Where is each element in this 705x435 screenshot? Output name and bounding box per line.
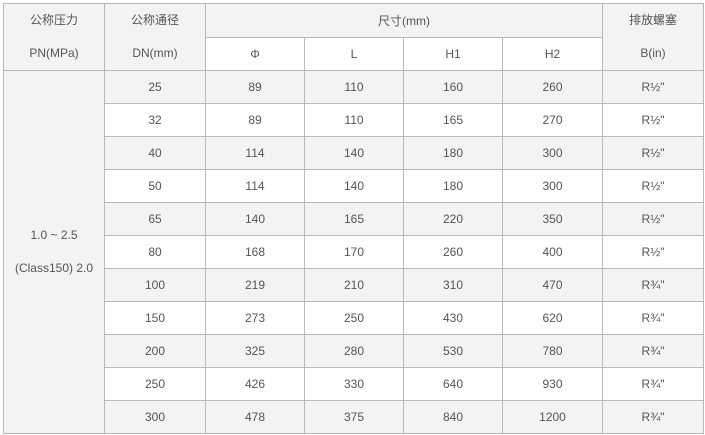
table-row: 300 478 375 840 1200 R¾": [3, 400, 704, 434]
cell-h2: 300: [502, 169, 603, 203]
table-row: 65 140 165 220 350 R½": [3, 202, 704, 236]
cell-l: 110: [304, 70, 404, 104]
cell-l: 330: [304, 367, 404, 401]
cell-l: 375: [304, 400, 404, 434]
cell-h1: 640: [403, 367, 503, 401]
cell-h2: 620: [502, 301, 603, 335]
cell-phi: 273: [205, 301, 305, 335]
cell-phi: 89: [205, 70, 305, 104]
cell-phi: 219: [205, 268, 305, 302]
pressure-class: (Class150) 2.0: [14, 261, 94, 275]
cell-h2: 270: [502, 103, 603, 137]
header-size: 尺寸(mm): [205, 3, 603, 38]
cell-b: R¾": [602, 334, 704, 368]
cell-b: R½": [602, 103, 704, 137]
cell-phi: 478: [205, 400, 305, 434]
cell-dn: 80: [104, 235, 206, 269]
cell-h2: 930: [502, 367, 603, 401]
table-row: 80 168 170 260 400 R½": [3, 235, 704, 269]
cell-h2: 260: [502, 70, 603, 104]
pressure-range: 1.0 ~ 2.5: [30, 228, 78, 242]
cell-l: 110: [304, 103, 404, 137]
header-pressure-cn: 公称压力: [29, 13, 78, 27]
spec-table: 公称压力 PN(MPa) 公称通径 DN(mm) 尺寸(mm) 排放螺塞 B(i…: [3, 3, 704, 434]
cell-dn: 40: [104, 136, 206, 170]
cell-dn: 250: [104, 367, 206, 401]
cell-dn: 50: [104, 169, 206, 203]
cell-h2: 400: [502, 235, 603, 269]
cell-phi: 89: [205, 103, 305, 137]
cell-phi: 114: [205, 136, 305, 170]
table-row: 40 114 140 180 300 R½": [3, 136, 704, 170]
cell-h2: 780: [502, 334, 603, 368]
cell-b: R½": [602, 70, 704, 104]
cell-h1: 530: [403, 334, 503, 368]
table-row: 1.0 ~ 2.5 (Class150) 2.0 25 89 110 160 260 R½": [3, 70, 704, 434]
header-pressure-unit: PN(MPa): [29, 46, 79, 60]
cell-b: R½": [602, 202, 704, 236]
cell-b: R½": [602, 235, 704, 269]
header-diameter: 公称通径 DN(mm): [104, 3, 206, 71]
cell-b: R¾": [602, 367, 704, 401]
cell-l: 170: [304, 235, 404, 269]
cell-h2: 350: [502, 202, 603, 236]
table-row: 32 89 110 165 270 R½": [3, 103, 704, 137]
cell-dn: 65: [104, 202, 206, 236]
cell-l: 280: [304, 334, 404, 368]
cell-l: 140: [304, 169, 404, 203]
cell-phi: 426: [205, 367, 305, 401]
cell-h1: 430: [403, 301, 503, 335]
table-row: 250 426 330 640 930 R¾": [3, 367, 704, 401]
cell-phi: 114: [205, 169, 305, 203]
table-row: 200 325 280 530 780 R¾": [3, 334, 704, 368]
cell-dn: 200: [104, 334, 206, 368]
cell-b: R½": [602, 136, 704, 170]
header-plug-unit: B(in): [640, 46, 666, 60]
cell-h1: 220: [403, 202, 503, 236]
cell-b: R¾": [602, 301, 704, 335]
header-l: L: [304, 36, 404, 71]
cell-b: R¾": [602, 268, 704, 302]
cell-l: 165: [304, 202, 404, 236]
cell-h1: 180: [403, 169, 503, 203]
table-row: 150 273 250 430 620 R¾": [3, 301, 704, 335]
header-pressure: 公称压力 PN(MPa): [3, 3, 105, 71]
cell-dn: 300: [104, 400, 206, 434]
header-h2: H2: [502, 36, 603, 71]
cell-phi: 168: [205, 235, 305, 269]
cell-b: R¾": [602, 400, 704, 434]
cell-h2: 1200: [502, 400, 603, 434]
cell-h2: 470: [502, 268, 603, 302]
pressure-cell: 1.0 ~ 2.5 (Class150) 2.0: [3, 70, 105, 434]
cell-l: 210: [304, 268, 404, 302]
cell-h1: 310: [403, 268, 503, 302]
header-diameter-cn: 公称通径: [130, 13, 179, 27]
cell-l: 250: [304, 301, 404, 335]
cell-phi: 140: [205, 202, 305, 236]
header-h1: H1: [403, 36, 503, 71]
header-phi: Φ: [205, 36, 305, 71]
cell-b: R½": [602, 169, 704, 203]
cell-h1: 840: [403, 400, 503, 434]
header-diameter-unit: DN(mm): [132, 46, 178, 60]
cell-h1: 260: [403, 235, 503, 269]
cell-l: 140: [304, 136, 404, 170]
cell-dn: 32: [104, 103, 206, 137]
cell-h1: 165: [403, 103, 503, 137]
table-row: 50 114 140 180 300 R½": [3, 169, 704, 203]
header-plug-cn: 排放螺塞: [628, 13, 677, 27]
cell-h1: 160: [403, 70, 503, 104]
header-plug: 排放螺塞 B(in): [602, 3, 704, 71]
cell-dn: 25: [104, 70, 206, 104]
cell-dn: 100: [104, 268, 206, 302]
cell-h2: 300: [502, 136, 603, 170]
cell-h1: 180: [403, 136, 503, 170]
table-row: 100 219 210 310 470 R¾": [3, 268, 704, 302]
cell-phi: 325: [205, 334, 305, 368]
cell-dn: 150: [104, 301, 206, 335]
